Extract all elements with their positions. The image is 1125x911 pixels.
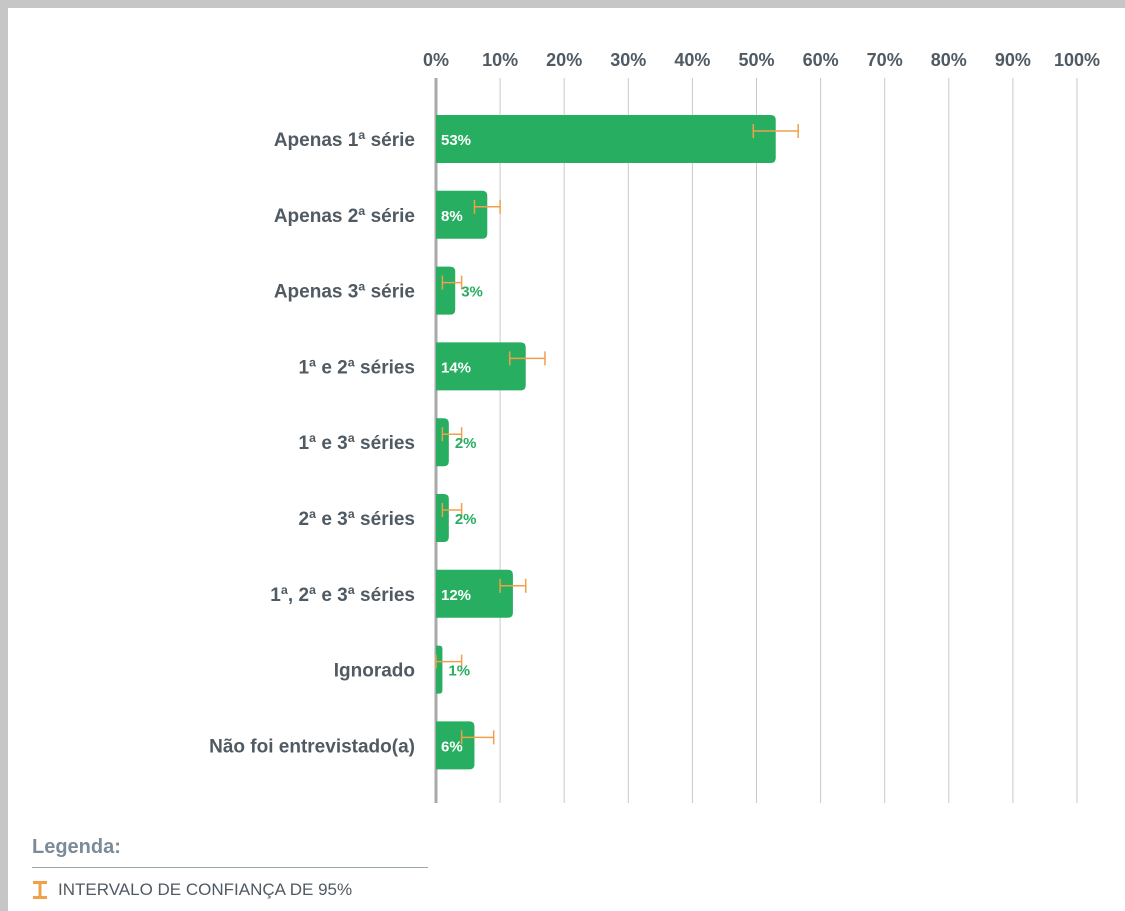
x-tick-label: 0%: [423, 50, 449, 70]
category-label: Ignorado: [334, 661, 415, 682]
bar: [436, 569, 513, 618]
category-label: 1ª, 2ª e 3ª séries: [270, 585, 415, 606]
category-label: 1ª e 2ª séries: [298, 357, 415, 378]
labels: Apenas 1ª série 53% Apenas 2ª série 8% Apena…: [209, 130, 483, 757]
category-label: 1ª e 3ª séries: [298, 433, 415, 454]
error-bar: [441, 427, 463, 442]
legend-item-confidence-interval: INTERVALO DE CONFIANÇA DE 95%: [32, 880, 428, 900]
bar: [436, 342, 526, 391]
x-tick-label: 100%: [1054, 50, 1100, 70]
error-bar: [460, 730, 495, 745]
value-label: 53%: [441, 132, 471, 149]
x-tick-label: 40%: [674, 50, 710, 70]
value-label: 3%: [461, 284, 483, 301]
category-label: Apenas 2ª série: [274, 206, 415, 227]
legend-label-confidence-interval: INTERVALO DE CONFIANÇA DE 95%: [58, 880, 353, 899]
error-bar: [752, 124, 799, 138]
x-tick-label: 80%: [931, 50, 967, 70]
x-tick-label: 10%: [482, 50, 518, 70]
error-bars: [435, 124, 799, 745]
bar: [436, 494, 449, 542]
error-bar: [508, 351, 546, 366]
category-label: 2ª e 3ª séries: [298, 509, 415, 530]
error-bar: [441, 275, 463, 290]
error-bar: [499, 578, 527, 593]
bar: [436, 645, 443, 694]
x-tick-label: 90%: [995, 50, 1031, 70]
value-label: 2%: [455, 511, 477, 528]
x-tick-label: 30%: [610, 50, 646, 70]
legend-title: Legenda:: [32, 836, 428, 868]
value-label: 12%: [441, 587, 471, 604]
bar: [436, 266, 456, 315]
x-tick-label: 70%: [867, 50, 903, 70]
bar: [436, 418, 449, 467]
category-label: Não foi entrevistado(a): [209, 736, 415, 757]
value-label: 6%: [441, 738, 463, 755]
category-label: Apenas 1ª série: [274, 130, 415, 151]
legend: Legenda: INTERVALO DE CONFIANÇA DE 95%: [32, 836, 428, 900]
value-label: 2%: [455, 435, 477, 452]
bars: [436, 115, 776, 770]
bar: [436, 115, 776, 163]
bar: [436, 721, 475, 770]
x-tick-label: 50%: [738, 50, 774, 70]
x-tick-label: 60%: [803, 50, 839, 70]
error-bar: [473, 199, 501, 214]
x-tick-label: 20%: [546, 50, 582, 70]
value-label: 14%: [441, 359, 471, 376]
x-axis-ticks: 0% 10% 20% 30% 40% 50% 60% 70% 80% 90% 100%: [423, 50, 1100, 70]
category-label: Apenas 3ª série: [274, 282, 415, 303]
value-label: 8%: [441, 208, 463, 225]
error-bar: [441, 503, 463, 517]
error-bar-icon: [33, 881, 47, 899]
gridlines: [434, 78, 1078, 803]
error-bar: [435, 654, 463, 669]
value-label: 1%: [448, 663, 470, 680]
